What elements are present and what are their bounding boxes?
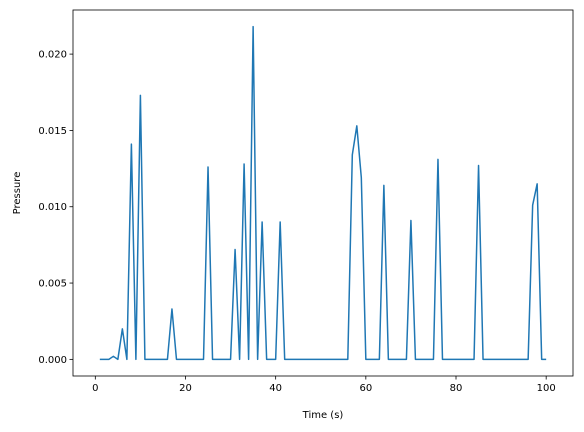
y-tick-label: 0.000 <box>38 355 67 366</box>
x-tick-label: 40 <box>269 383 282 394</box>
y-axis-label: Pressure <box>12 172 23 215</box>
x-tick-label: 100 <box>537 383 556 394</box>
x-tick-label: 60 <box>359 383 372 394</box>
y-axis: 0.000 0.005 0.010 0.015 0.020 <box>38 50 73 366</box>
y-tick-label: 0.020 <box>38 50 67 61</box>
x-axis-label: Time (s) <box>302 410 344 421</box>
x-axis: 0 20 40 60 80 100 <box>92 376 556 394</box>
x-tick-label: 20 <box>179 383 192 394</box>
series-layer <box>99 25 547 361</box>
y-tick-label: 0.005 <box>38 279 67 290</box>
x-tick-label: 80 <box>450 383 463 394</box>
x-tick-label: 0 <box>92 383 98 394</box>
y-tick-label: 0.010 <box>38 202 67 213</box>
y-tick-label: 0.015 <box>38 126 67 137</box>
plot-frame <box>72 9 574 377</box>
series-line-0 <box>99 25 547 361</box>
